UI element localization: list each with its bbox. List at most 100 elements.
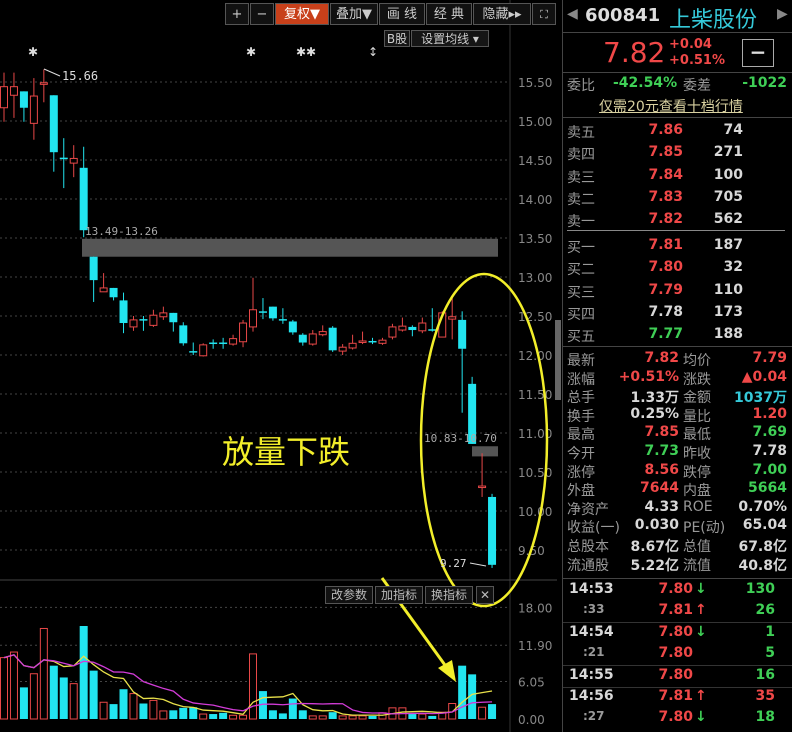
volume-bar (468, 674, 477, 719)
kline-chart[interactable]: 15.5015.0014.5014.0013.5013.0012.5012.00… (0, 0, 557, 732)
candle (0, 86, 8, 109)
order-price: 7.77 (648, 326, 683, 343)
candle (478, 485, 487, 489)
candle (169, 312, 178, 323)
volume-bar (9, 651, 18, 720)
volume-bar (338, 715, 347, 720)
volume-bar (239, 714, 248, 720)
candle (29, 95, 38, 124)
edit-params-button[interactable]: 改参数 (325, 586, 373, 604)
order-volume: 74 (723, 122, 743, 138)
event-marker[interactable]: ✱ (246, 45, 256, 59)
tick-time: 14:53 (569, 581, 614, 597)
candle (288, 321, 297, 333)
volume-bar (19, 687, 28, 719)
order-volume: 705 (713, 188, 743, 205)
volume-bar (189, 707, 198, 719)
event-marker[interactable]: ✱✱ (296, 45, 316, 59)
high-pointer (43, 68, 61, 77)
order-price: 7.79 (648, 281, 683, 298)
stat-label: 最高 (567, 427, 595, 444)
volume-bar (298, 710, 307, 719)
order-level-label: 买一 (567, 240, 595, 256)
stat-value: 65.04 (742, 517, 787, 534)
order-price: 7.83 (648, 188, 683, 205)
price-tick-label: 10.00 (518, 505, 552, 519)
stat-value: 5.22亿 (630, 557, 679, 574)
candle (109, 287, 118, 298)
candle (428, 329, 437, 331)
tick-volume: 1 (765, 623, 775, 640)
b-share-button[interactable]: B股 (384, 30, 410, 47)
candle (179, 325, 188, 344)
volume-bar (49, 665, 58, 719)
classic-button[interactable]: 经 典 (426, 3, 472, 25)
zoom-out-button[interactable]: − (250, 3, 274, 25)
scrollbar[interactable] (555, 320, 561, 400)
promo-link[interactable]: 仅需20元查看十档行情 (599, 99, 743, 115)
stat-value: ▲0.04 (741, 368, 787, 385)
candle (249, 309, 257, 328)
order-price: 7.81 (648, 237, 683, 253)
candle (348, 342, 357, 349)
stat-label: 外盘 (567, 483, 595, 500)
volume-axis: 18.00 11.90 6.05 0.00 (518, 601, 552, 727)
order-price: 7.85 (648, 144, 683, 161)
high-label: 15.66 (62, 69, 98, 83)
event-marker[interactable]: ↕ (368, 45, 378, 59)
stat-value: 0.25% (630, 405, 679, 422)
prev-stock-icon[interactable]: ◀ (567, 6, 578, 22)
event-marker[interactable]: ✱ (28, 45, 38, 59)
volume-bar (99, 701, 108, 720)
volume-tick-label: 18.00 (518, 601, 552, 615)
order-level-label: 卖五 (567, 125, 595, 141)
candle (229, 338, 238, 345)
volume-bar (488, 704, 497, 719)
hide-button[interactable]: 隐藏▸▸ (473, 3, 531, 25)
stock-code: 600841 (585, 5, 661, 26)
volume-bar (418, 713, 427, 720)
candle (488, 496, 497, 565)
tick-divider (563, 665, 792, 667)
stat-value: 0.030 (634, 517, 679, 534)
fuquan-dropdown[interactable]: 复权▼ (275, 3, 329, 25)
add-indicator-button[interactable]: 加指标 (375, 586, 423, 604)
order-volume: 187 (713, 237, 743, 253)
price-tick-label: 14.00 (518, 193, 552, 207)
draw-line-button[interactable]: 画 线 (379, 3, 425, 25)
grid-lines (0, 81, 510, 682)
stat-label: 最低 (683, 427, 711, 444)
volume-bar (368, 715, 377, 719)
price-tick-label: 12.00 (518, 349, 552, 363)
candle (268, 306, 277, 319)
candle (338, 346, 347, 352)
candle (119, 300, 128, 324)
fullscreen-icon[interactable]: ⛶ (532, 3, 556, 25)
weibi-label: 委比 (567, 78, 595, 94)
candle (308, 333, 317, 345)
overlay-dropdown[interactable]: 叠加▼ (330, 3, 378, 25)
order-volume: 173 (713, 303, 743, 320)
volume-bar (458, 665, 467, 719)
order-level-label: 卖四 (567, 147, 595, 164)
candle (99, 287, 108, 293)
volume-bar (308, 715, 317, 720)
arrow-down-icon: ↓ (695, 581, 707, 597)
stat-value: 5664 (748, 480, 787, 497)
order-volume: 562 (713, 211, 743, 228)
volume-bar (318, 715, 327, 720)
stat-value: 7.85 (644, 424, 679, 441)
stat-label: 昨收 (683, 446, 711, 462)
candle (139, 319, 148, 321)
zoom-in-button[interactable]: + (225, 3, 249, 25)
ma-setting-dropdown[interactable]: 设置均线 ▾ (411, 30, 489, 47)
switch-indicator-button[interactable]: 换指标 (425, 586, 473, 604)
stat-value: 8.67亿 (630, 539, 679, 555)
next-stock-icon[interactable]: ▶ (777, 6, 788, 22)
order-level-label: 买二 (567, 262, 595, 279)
stat-label: 流通股 (567, 557, 609, 574)
stat-value: 1.20 (752, 405, 787, 422)
close-icon[interactable]: ✕ (476, 586, 494, 604)
collapse-button[interactable]: − (742, 39, 774, 67)
candle (239, 322, 248, 343)
